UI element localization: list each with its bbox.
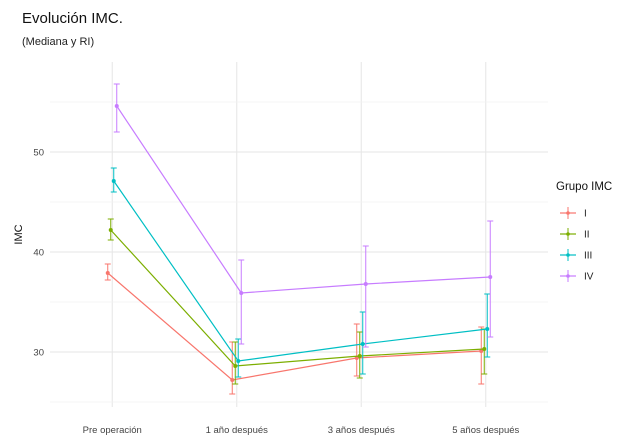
data-point [239,291,244,295]
data-point [363,282,368,286]
series-line-III [113,180,488,362]
series-line-IV [116,105,491,294]
data-point [236,359,241,363]
x-tick-label: 3 años después [328,425,395,436]
data-point [233,364,238,368]
legend-label: III [584,251,592,262]
legend-key-point [566,232,570,236]
legend-key-point [566,211,570,215]
x-tick-label: Pre operación [83,425,142,436]
legend-label: I [584,209,587,220]
data-point [360,342,365,346]
x-tick-label: 5 años después [452,425,519,436]
data-point [488,275,493,279]
chart-subtitle: (Mediana y RI) [22,36,95,48]
data-point [482,347,487,351]
data-point [111,179,116,183]
series-line-I [107,272,482,381]
x-tick-label: 1 año después [206,425,269,436]
y-axis-title: IMC [13,224,25,244]
legend-label: IV [584,272,594,283]
data-point [485,327,490,331]
data-point [357,354,362,358]
y-tick-label: 40 [33,248,44,259]
legend-key-point [566,253,570,257]
data-point [479,349,484,353]
chart-title: Evolución IMC. [22,10,123,27]
data-point [105,271,110,275]
data-point [230,378,235,382]
series-line-II [110,229,485,367]
data-point [354,356,359,360]
y-tick-label: 50 [33,148,44,159]
data-point [114,104,119,108]
y-tick-label: 30 [33,348,44,359]
data-point [108,228,113,232]
legend-label: II [584,230,590,241]
legend-key-point [566,274,570,278]
legend-title: Grupo IMC [556,181,612,193]
